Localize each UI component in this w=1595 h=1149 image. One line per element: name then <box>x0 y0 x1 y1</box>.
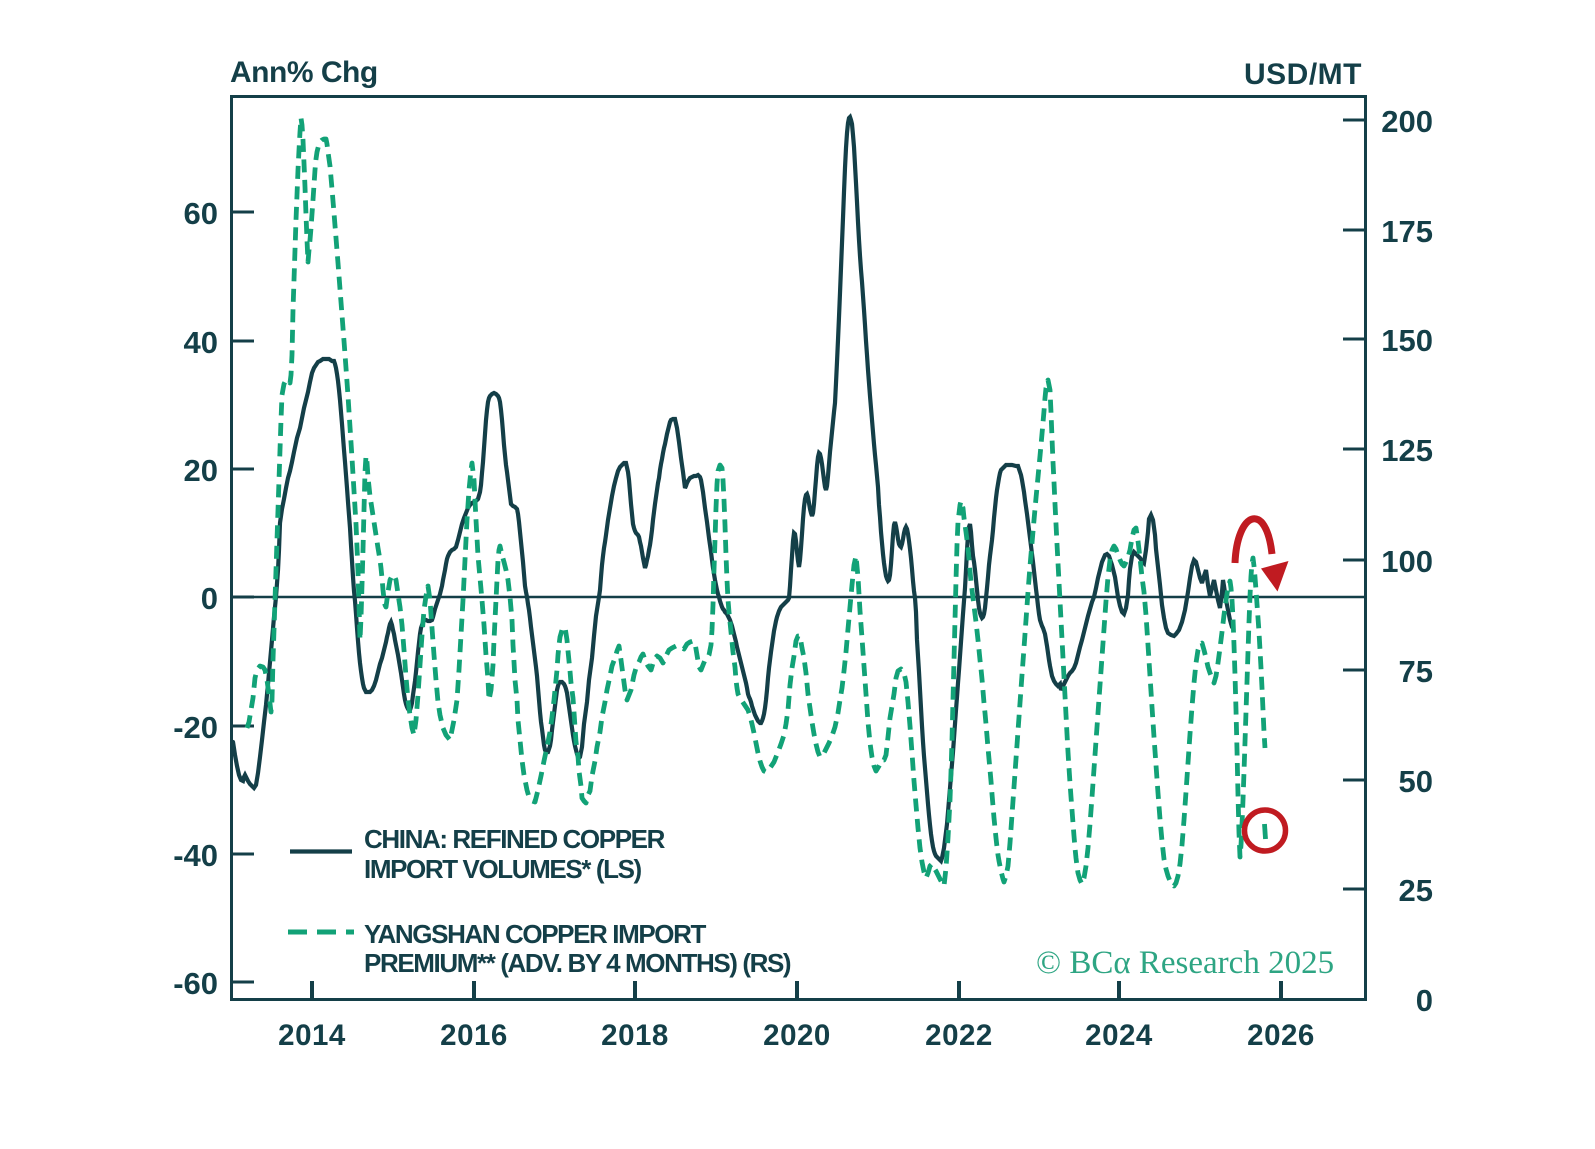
svg-text:2022: 2022 <box>925 1019 993 1052</box>
svg-text:2024: 2024 <box>1085 1019 1153 1052</box>
svg-text:YANGSHAN COPPER IMPORT: YANGSHAN COPPER IMPORT <box>364 919 706 949</box>
svg-text:20: 20 <box>184 453 218 488</box>
svg-text:CHINA: REFINED COPPER: CHINA: REFINED COPPER <box>364 824 666 854</box>
svg-text:-20: -20 <box>173 710 218 745</box>
svg-text:25: 25 <box>1399 873 1433 908</box>
svg-text:2026: 2026 <box>1247 1019 1315 1052</box>
svg-text:PREMIUM** (ADV. BY 4 MONTHS) (: PREMIUM** (ADV. BY 4 MONTHS) (RS) <box>364 948 791 978</box>
svg-text:100: 100 <box>1381 544 1433 579</box>
svg-text:0: 0 <box>1416 983 1433 1018</box>
svg-text:125: 125 <box>1381 433 1433 468</box>
svg-text:IMPORT VOLUMES* (LS): IMPORT VOLUMES* (LS) <box>364 854 642 884</box>
svg-text:2020: 2020 <box>763 1019 831 1052</box>
svg-text:-40: -40 <box>173 838 218 873</box>
svg-text:150: 150 <box>1381 323 1433 358</box>
svg-text:2016: 2016 <box>440 1019 508 1052</box>
svg-text:200: 200 <box>1381 104 1433 139</box>
svg-text:2014: 2014 <box>278 1019 346 1052</box>
svg-text:USD/MT: USD/MT <box>1244 58 1362 91</box>
svg-text:75: 75 <box>1399 654 1433 689</box>
svg-text:175: 175 <box>1381 214 1433 249</box>
svg-text:40: 40 <box>184 325 218 360</box>
svg-text:Ann% Chg: Ann% Chg <box>230 56 378 89</box>
svg-text:50: 50 <box>1399 764 1433 799</box>
svg-text:60: 60 <box>184 196 218 231</box>
svg-text:2018: 2018 <box>601 1019 669 1052</box>
svg-text:© BCα Research 2025: © BCα Research 2025 <box>1036 945 1334 981</box>
svg-text:-60: -60 <box>173 966 218 1001</box>
svg-text:0: 0 <box>201 581 218 616</box>
